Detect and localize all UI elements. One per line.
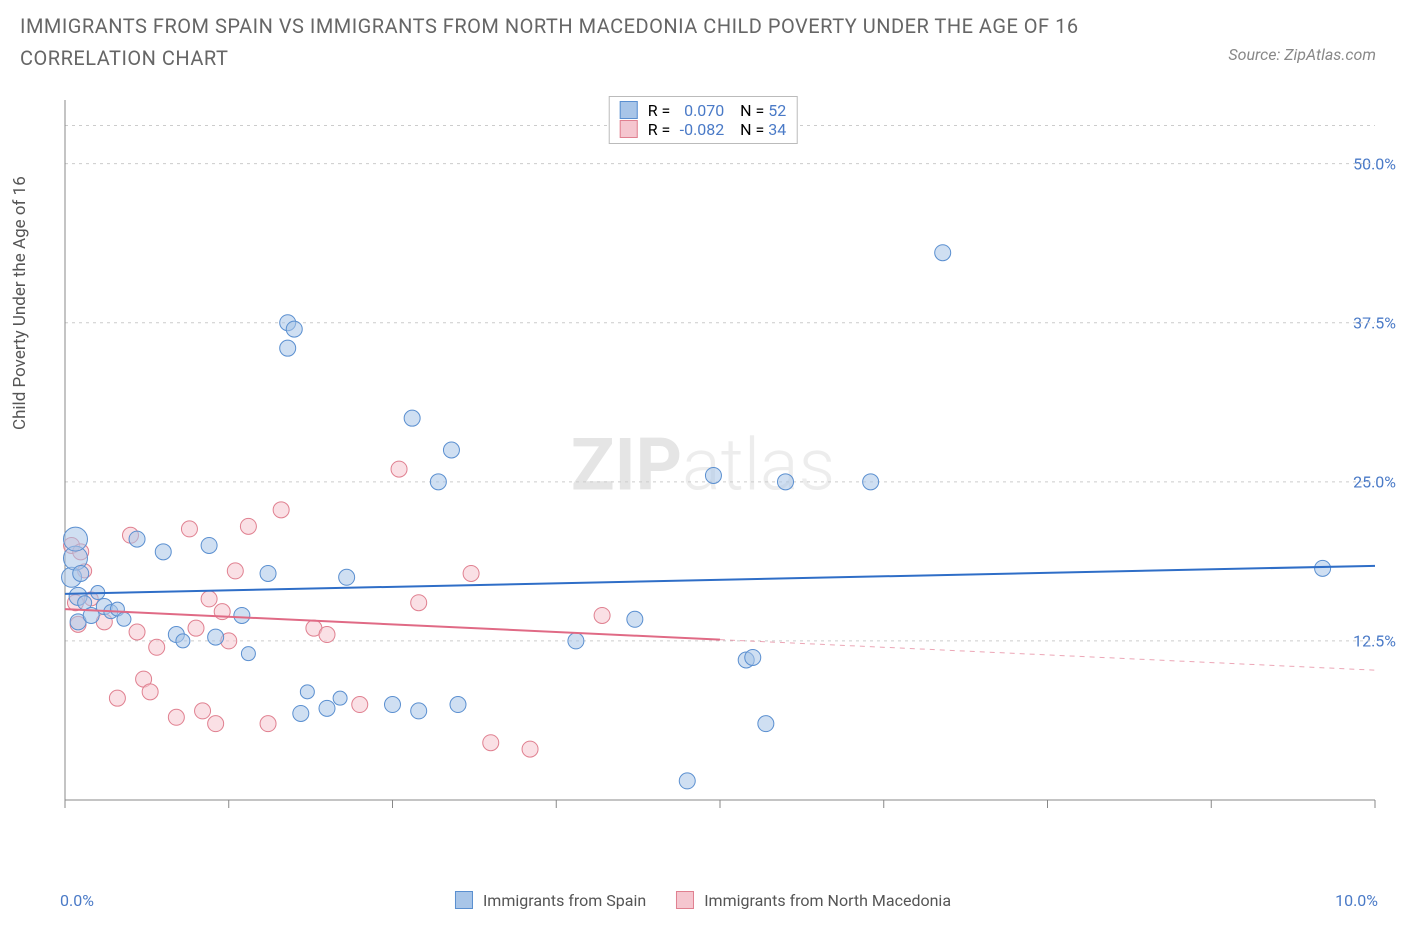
legend-bottom: Immigrants from Spain Immigrants from No… — [455, 891, 951, 910]
swatch-macedonia-icon — [676, 891, 694, 909]
corr-row-macedonia: R = -0.082 N = 34 — [620, 120, 787, 139]
swatch-spain-icon — [455, 891, 473, 909]
chart-source: Source: ZipAtlas.com — [1228, 45, 1376, 64]
y-axis-label: Child Poverty Under the Age of 16 — [10, 176, 30, 430]
legend-macedonia-label: Immigrants from North Macedonia — [704, 891, 951, 910]
r-value-spain: 0.070 — [674, 101, 724, 120]
n-value-macedonia: 34 — [768, 120, 786, 139]
swatch-macedonia-icon — [620, 120, 638, 138]
r-label: R = — [648, 101, 671, 120]
legend-macedonia: Immigrants from North Macedonia — [676, 891, 951, 910]
chart-title: IMMIGRANTS FROM SPAIN VS IMMIGRANTS FROM… — [20, 10, 1120, 74]
n-value-spain: 52 — [768, 101, 786, 120]
correlation-legend: R = 0.070 N = 52 R = -0.082 N = 34 — [609, 96, 798, 144]
r-value-macedonia: -0.082 — [674, 120, 724, 139]
chart-area — [60, 90, 1380, 830]
legend-spain-label: Immigrants from Spain — [483, 891, 646, 910]
corr-row-spain: R = 0.070 N = 52 — [620, 101, 787, 120]
legend-spain: Immigrants from Spain — [455, 891, 646, 910]
scatter-plot-svg — [60, 90, 1380, 830]
x-min-label: 0.0% — [60, 891, 94, 910]
swatch-spain-icon — [620, 101, 638, 119]
r-label: R = — [648, 120, 671, 139]
n-label: N = — [740, 101, 764, 120]
n-label: N = — [740, 120, 764, 139]
x-max-label: 10.0% — [1335, 891, 1378, 910]
